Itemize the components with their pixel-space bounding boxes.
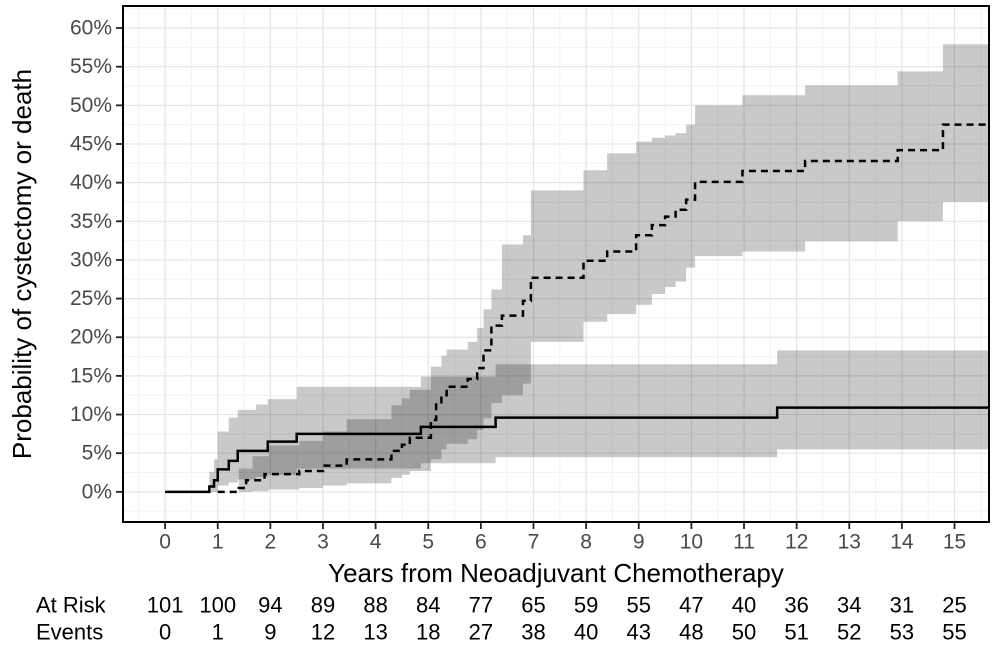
at-risk-value: 47 (679, 593, 703, 618)
tick-label-layer: 0 1 2 3 4 5 6 7 8 9 10 11 12 13 14 150%5%10%15%20%25%30… (70, 17, 966, 554)
events-value: 53 (890, 620, 914, 645)
events-value: 9 (264, 620, 276, 645)
x-tick-label: 3 (317, 531, 329, 554)
x-tick-label: 14 (890, 531, 914, 554)
x-tick-label: 15 (943, 531, 966, 554)
events-value: 50 (732, 620, 756, 645)
y-axis-title: Probability of cystectomy or death (7, 69, 37, 459)
y-tick-label: 35% (70, 210, 112, 233)
events-value: 43 (627, 620, 651, 645)
at-risk-value: 101 (147, 593, 184, 618)
axis-frame-layer (116, 5, 990, 529)
risk-row-label-events: Events (36, 620, 103, 645)
events-value: 51 (784, 620, 808, 645)
y-tick-label: 5% (82, 442, 112, 465)
risk-row-label-at-risk: At Risk (36, 593, 107, 618)
events-value: 55 (942, 620, 966, 645)
y-tick-label: 50% (70, 94, 112, 117)
events-value: 48 (679, 620, 703, 645)
y-tick-label: 40% (70, 171, 112, 194)
x-tick-label: 1 (212, 531, 224, 554)
at-risk-value: 40 (732, 593, 756, 618)
x-axis-title: Years from Neoadjuvant Chemotherapy (328, 558, 784, 588)
y-tick-label: 15% (70, 364, 112, 387)
at-risk-value: 31 (890, 593, 914, 618)
at-risk-value: 55 (627, 593, 651, 618)
y-tick-label: 0% (82, 480, 112, 503)
confidence-band-layer (209, 44, 989, 492)
events-value: 13 (363, 620, 387, 645)
x-tick-label: 0 (159, 531, 171, 554)
risk-table-values-layer: 101 100 94 89 88 84 77 65 59 55 47 40 36 34 31 25 0 1 9 12 1… (147, 593, 967, 645)
events-value: 52 (837, 620, 861, 645)
at-risk-value: 100 (199, 593, 236, 618)
events-value: 12 (311, 620, 335, 645)
y-tick-label: 55% (70, 55, 112, 78)
gridline-layer (123, 6, 989, 522)
x-tick-label: 12 (785, 531, 808, 554)
x-tick-label: 2 (265, 531, 277, 554)
confidence-band-solid-curve (209, 350, 989, 492)
x-tick-label: 7 (528, 531, 540, 554)
at-risk-value: 89 (311, 593, 335, 618)
at-risk-value: 94 (258, 593, 282, 618)
events-value: 0 (159, 620, 171, 645)
at-risk-value: 88 (363, 593, 387, 618)
cumulative-incidence-dashed-curve (217, 123, 989, 494)
confidence-band-dashed-curve (238, 44, 989, 492)
at-risk-value: 36 (784, 593, 808, 618)
x-tick-label: 5 (422, 531, 434, 554)
events-value: 40 (574, 620, 598, 645)
at-risk-value: 59 (574, 593, 598, 618)
y-tick-label: 10% (70, 403, 112, 426)
x-tick-label: 4 (370, 531, 382, 554)
curve-layer (165, 123, 989, 494)
y-tick-label: 25% (70, 287, 112, 310)
events-value: 1 (212, 620, 224, 645)
y-tick-label: 30% (70, 248, 112, 271)
x-tick-label: 9 (633, 531, 645, 554)
x-tick-label: 10 (680, 531, 703, 554)
y-tick-label: 20% (70, 326, 112, 349)
at-risk-value: 77 (469, 593, 493, 618)
x-tick-label: 8 (580, 531, 592, 554)
at-risk-value: 65 (521, 593, 545, 618)
events-value: 27 (469, 620, 493, 645)
at-risk-value: 84 (416, 593, 440, 618)
y-tick-label: 60% (70, 17, 112, 40)
x-tick-label: 11 (733, 531, 755, 554)
events-value: 18 (416, 620, 440, 645)
y-tick-label: 45% (70, 132, 112, 155)
x-tick-label: 13 (838, 531, 861, 554)
panel-border (122, 5, 990, 523)
at-risk-value: 34 (837, 593, 861, 618)
events-value: 38 (521, 620, 545, 645)
cumulative-incidence-solid-curve (165, 406, 989, 494)
at-risk-value: 25 (942, 593, 966, 618)
x-tick-label: 6 (475, 531, 487, 554)
